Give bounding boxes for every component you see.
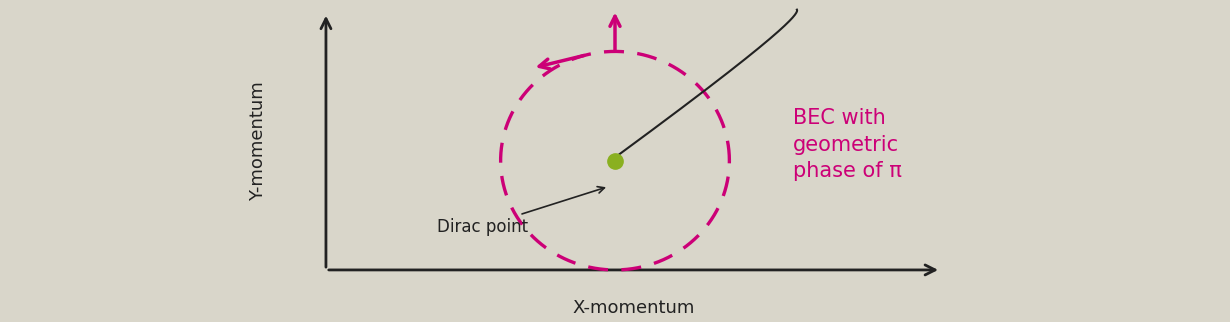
Text: BEC with
geometric
phase of π: BEC with geometric phase of π <box>793 108 903 181</box>
Text: X-momentum: X-momentum <box>572 299 695 317</box>
Text: Y-momentum: Y-momentum <box>250 81 267 201</box>
Text: Dirac point: Dirac point <box>437 187 604 236</box>
